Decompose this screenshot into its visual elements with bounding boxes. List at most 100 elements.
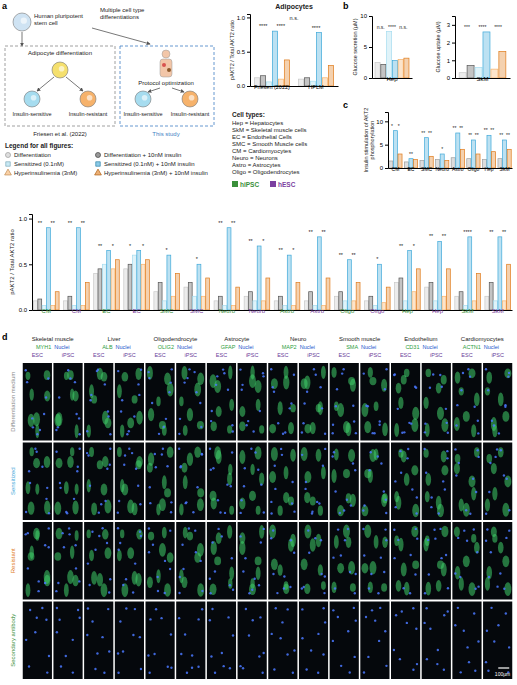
nucleus: [334, 490, 336, 492]
nucleus: [125, 607, 127, 609]
significance: **: [459, 125, 463, 131]
stain-signal: [492, 534, 497, 543]
nucleus: [281, 621, 283, 623]
row-label: Differentiation medium: [10, 372, 16, 432]
nucleus: [460, 389, 462, 391]
stain-signal: [474, 447, 480, 457]
stain-signal: [228, 366, 232, 380]
nucleus: [322, 653, 324, 655]
nucleus: [365, 404, 367, 406]
nucleus: [55, 429, 57, 431]
micrograph-bg: [115, 602, 144, 680]
nucleus: [191, 654, 193, 656]
stain-signal: [30, 447, 34, 456]
nucleus: [384, 528, 386, 530]
nucleus: [258, 655, 260, 657]
stain-signal: [147, 577, 153, 589]
stain-signal: [436, 496, 442, 510]
nucleus: [240, 499, 242, 501]
nucleus: [430, 496, 432, 498]
nucleus: [335, 405, 337, 407]
micrograph: [422, 363, 451, 441]
nucleus: [179, 466, 181, 468]
nucleus: [117, 672, 119, 674]
stain-signal: [361, 403, 368, 417]
nucleus: [406, 457, 408, 459]
tick-label: CM: [72, 308, 81, 314]
stain-label: GFAP: [221, 344, 236, 350]
nucleus: [126, 433, 128, 435]
stain-label: Nuclei: [361, 344, 376, 350]
stain-signal: [331, 469, 336, 483]
tick: Neuro: [249, 308, 266, 314]
nucleus: [443, 669, 445, 671]
label: Protocol optimization: [138, 80, 194, 86]
legend-swatch: [232, 181, 238, 187]
nucleus: [403, 431, 405, 433]
tick-label: 1.0: [237, 15, 246, 21]
nucleus: [331, 455, 333, 457]
stain-signal: [54, 552, 61, 561]
nucleus: [332, 424, 334, 426]
nucleus: [259, 410, 261, 412]
stain-signal: [227, 425, 232, 433]
nucleus: [166, 465, 168, 467]
nucleus: [201, 453, 203, 455]
stain-signal: [469, 475, 476, 487]
nucleus: [385, 665, 387, 667]
stain-label: Nuclei: [54, 344, 69, 350]
stain-signal: [197, 373, 204, 385]
bar: [326, 278, 330, 310]
column-title: Oligodendrocyte: [154, 336, 198, 342]
axis-line: [247, 15, 251, 87]
nucleus: [277, 422, 279, 424]
nucleus: [57, 426, 59, 428]
stain-signal: [187, 453, 193, 466]
tick-label: EC: [408, 166, 415, 172]
tick-mark: [452, 43, 455, 44]
significance: *: [398, 123, 400, 129]
nucleus: [78, 448, 80, 450]
label: Insulin-resistant: [69, 111, 108, 117]
stain-signal: [35, 424, 39, 438]
stain-signal: [164, 583, 171, 597]
stain-signal: [269, 471, 276, 483]
micrograph-bg: [360, 602, 389, 680]
stain-signal: [396, 580, 402, 592]
tick: 0: [447, 75, 455, 81]
tick: Hep: [402, 308, 414, 314]
stain-signal: [343, 525, 350, 539]
nucleus: [201, 453, 203, 455]
stain-signal: [259, 472, 264, 485]
nucleus: [88, 584, 90, 586]
micrograph: [452, 602, 481, 680]
nucleus: [459, 576, 461, 578]
stain-signal: [361, 505, 368, 516]
tick: Hep: [386, 76, 398, 82]
cell-type: Oligo = Oligodendrocytes: [232, 169, 300, 175]
nucleus: [426, 658, 428, 660]
significance: **: [279, 247, 284, 253]
tick: Oligo: [340, 308, 355, 314]
nucleus: [270, 512, 272, 514]
nucleus: [244, 557, 246, 559]
axis-line: [385, 113, 389, 169]
nucleus: [78, 433, 80, 435]
bars: [459, 32, 506, 78]
nucleus: [36, 617, 38, 619]
nucleus: [132, 634, 134, 636]
bar: [272, 31, 277, 86]
nucleus: [466, 646, 468, 648]
nucleus: [68, 527, 70, 529]
micrograph: [23, 522, 52, 600]
nucleus: [34, 631, 36, 633]
bar: [485, 296, 489, 310]
line-label: iPSC: [307, 352, 320, 358]
stain-signal: [122, 372, 129, 382]
stain-signal: [211, 541, 217, 555]
cell-icon: [13, 13, 31, 31]
nucleus: [24, 533, 26, 535]
stain-signal: [504, 475, 511, 487]
nucleus: [253, 578, 255, 580]
nucleus: [281, 454, 283, 456]
